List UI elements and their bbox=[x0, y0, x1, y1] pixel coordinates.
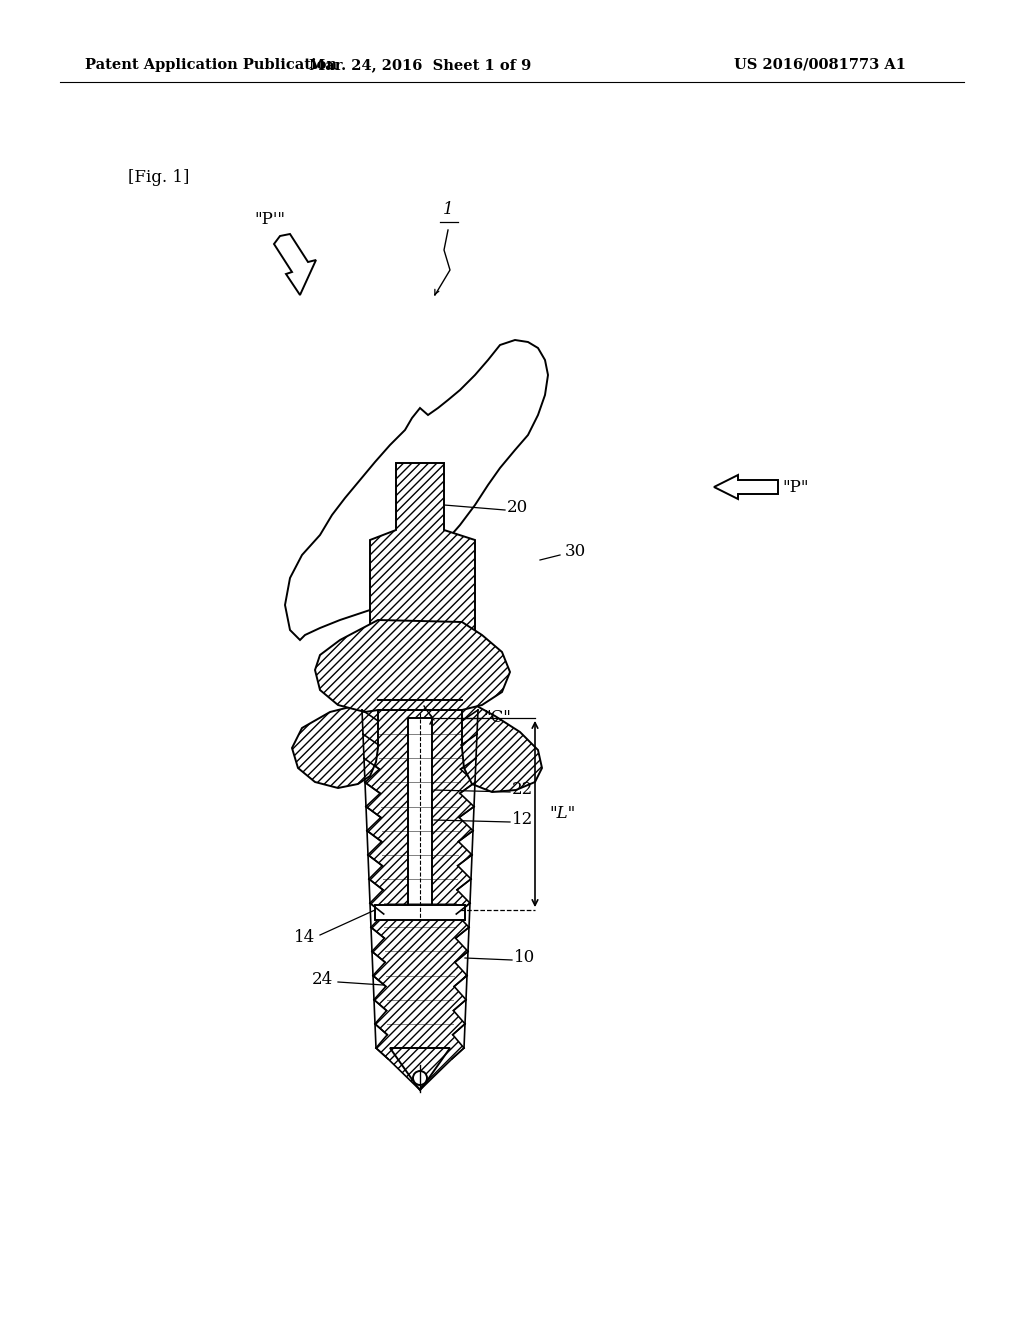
Circle shape bbox=[413, 1071, 427, 1085]
Polygon shape bbox=[362, 710, 478, 1090]
Bar bbox=[408, 718, 432, 915]
Text: 24: 24 bbox=[311, 972, 333, 989]
Text: Patent Application Publication: Patent Application Publication bbox=[85, 58, 337, 73]
Text: US 2016/0081773 A1: US 2016/0081773 A1 bbox=[734, 58, 906, 73]
Text: "P'": "P'" bbox=[255, 211, 286, 228]
Polygon shape bbox=[462, 700, 542, 792]
Polygon shape bbox=[315, 620, 510, 711]
Text: 14: 14 bbox=[294, 928, 315, 945]
Polygon shape bbox=[390, 1048, 450, 1090]
Polygon shape bbox=[292, 700, 378, 788]
Text: Mar. 24, 2016  Sheet 1 of 9: Mar. 24, 2016 Sheet 1 of 9 bbox=[309, 58, 531, 73]
Polygon shape bbox=[714, 475, 778, 499]
Text: "P": "P" bbox=[782, 479, 809, 495]
Polygon shape bbox=[370, 463, 475, 660]
Text: 12: 12 bbox=[512, 812, 534, 829]
Text: 22: 22 bbox=[512, 781, 534, 799]
Text: "C": "C" bbox=[483, 710, 511, 726]
Polygon shape bbox=[375, 906, 465, 920]
Text: [Fig. 1]: [Fig. 1] bbox=[128, 169, 189, 186]
Text: 10: 10 bbox=[514, 949, 536, 966]
Text: "L": "L" bbox=[549, 805, 575, 822]
Text: 1: 1 bbox=[442, 201, 454, 218]
Polygon shape bbox=[274, 234, 316, 294]
Text: 30: 30 bbox=[565, 544, 587, 561]
Text: 20: 20 bbox=[507, 499, 528, 516]
